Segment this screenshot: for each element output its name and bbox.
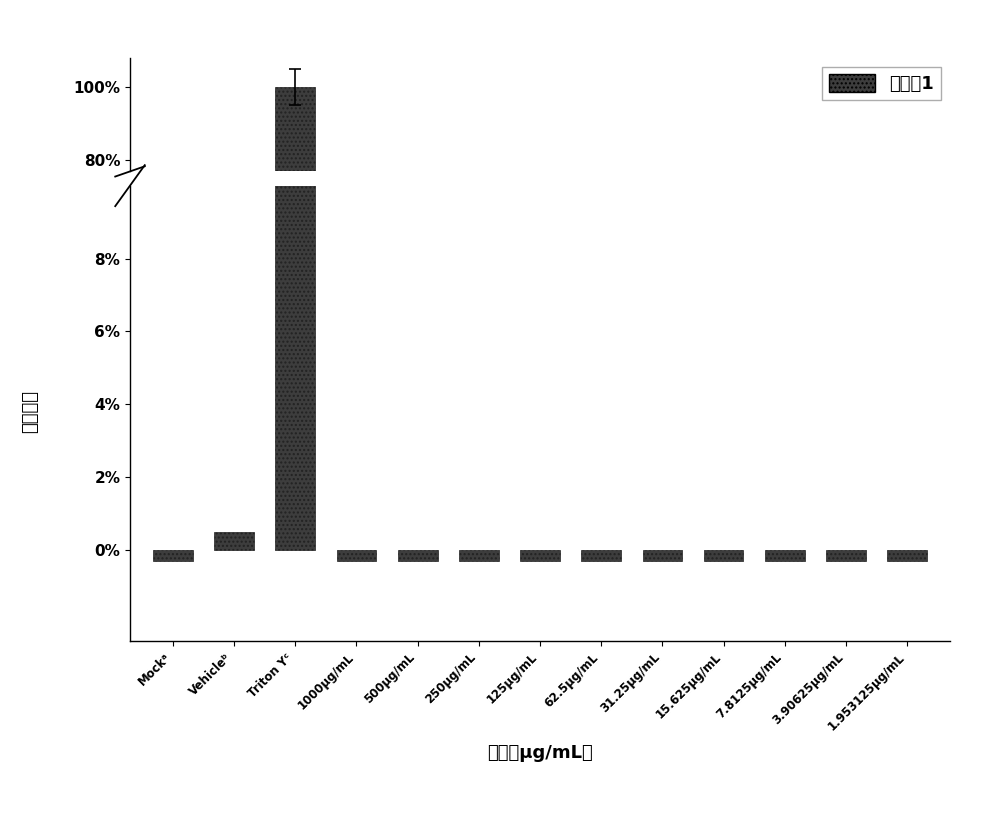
Bar (153, 550, 193, 561)
Bar (214, 452, 254, 455)
Bar (275, 0, 315, 550)
Bar (581, 550, 621, 561)
Bar (459, 550, 499, 561)
Text: 溶血率％: 溶血率％ (21, 390, 39, 432)
Legend: 化合眅1: 化合眅1 (822, 67, 941, 100)
Bar (887, 550, 927, 561)
Bar (642, 550, 682, 561)
Bar (398, 550, 438, 561)
Bar (704, 550, 743, 561)
Bar (214, 532, 254, 550)
Bar (520, 550, 560, 561)
Bar (765, 550, 805, 561)
Bar (337, 550, 376, 561)
Bar (826, 550, 866, 561)
Bar (275, 87, 315, 455)
X-axis label: 浓度（μg/mL）: 浓度（μg/mL） (487, 744, 593, 762)
